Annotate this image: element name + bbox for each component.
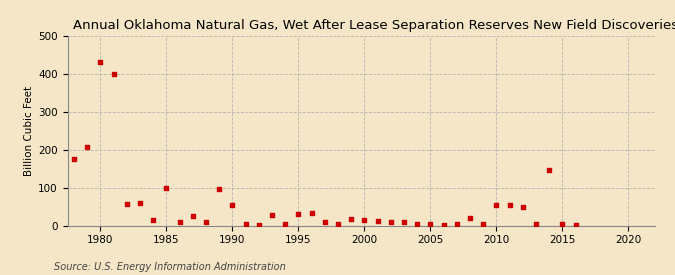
Point [188,214,198,218]
Point [359,218,370,222]
Point [135,201,146,206]
Point [570,222,581,227]
Point [200,219,211,224]
Point [504,202,515,207]
Point [385,219,396,224]
Point [253,222,264,227]
Point [491,202,502,207]
Point [227,202,238,207]
Point [399,220,410,225]
Point [464,216,475,220]
Point [372,219,383,223]
Point [319,220,330,225]
Text: Source: U.S. Energy Information Administration: Source: U.S. Energy Information Administ… [54,262,286,272]
Point [82,145,92,149]
Point [161,185,172,190]
Point [280,221,291,226]
Point [452,222,462,227]
Point [174,219,185,224]
Point [557,221,568,226]
Point [267,213,277,217]
Point [108,72,119,77]
Point [148,218,159,222]
Text: Annual Oklahoma Natural Gas, Wet After Lease Separation Reserves New Field Disco: Annual Oklahoma Natural Gas, Wet After L… [74,19,675,32]
Point [333,221,344,226]
Y-axis label: Billion Cubic Feet: Billion Cubic Feet [24,86,34,176]
Point [240,221,251,226]
Point [346,216,356,221]
Point [438,222,449,227]
Point [425,222,436,227]
Point [517,204,528,209]
Point [544,168,555,173]
Point [412,221,423,226]
Point [122,202,132,206]
Point [478,222,489,227]
Point [69,157,80,161]
Point [306,211,317,215]
Point [214,187,225,192]
Point [531,221,541,226]
Point [95,59,106,64]
Point [293,212,304,216]
